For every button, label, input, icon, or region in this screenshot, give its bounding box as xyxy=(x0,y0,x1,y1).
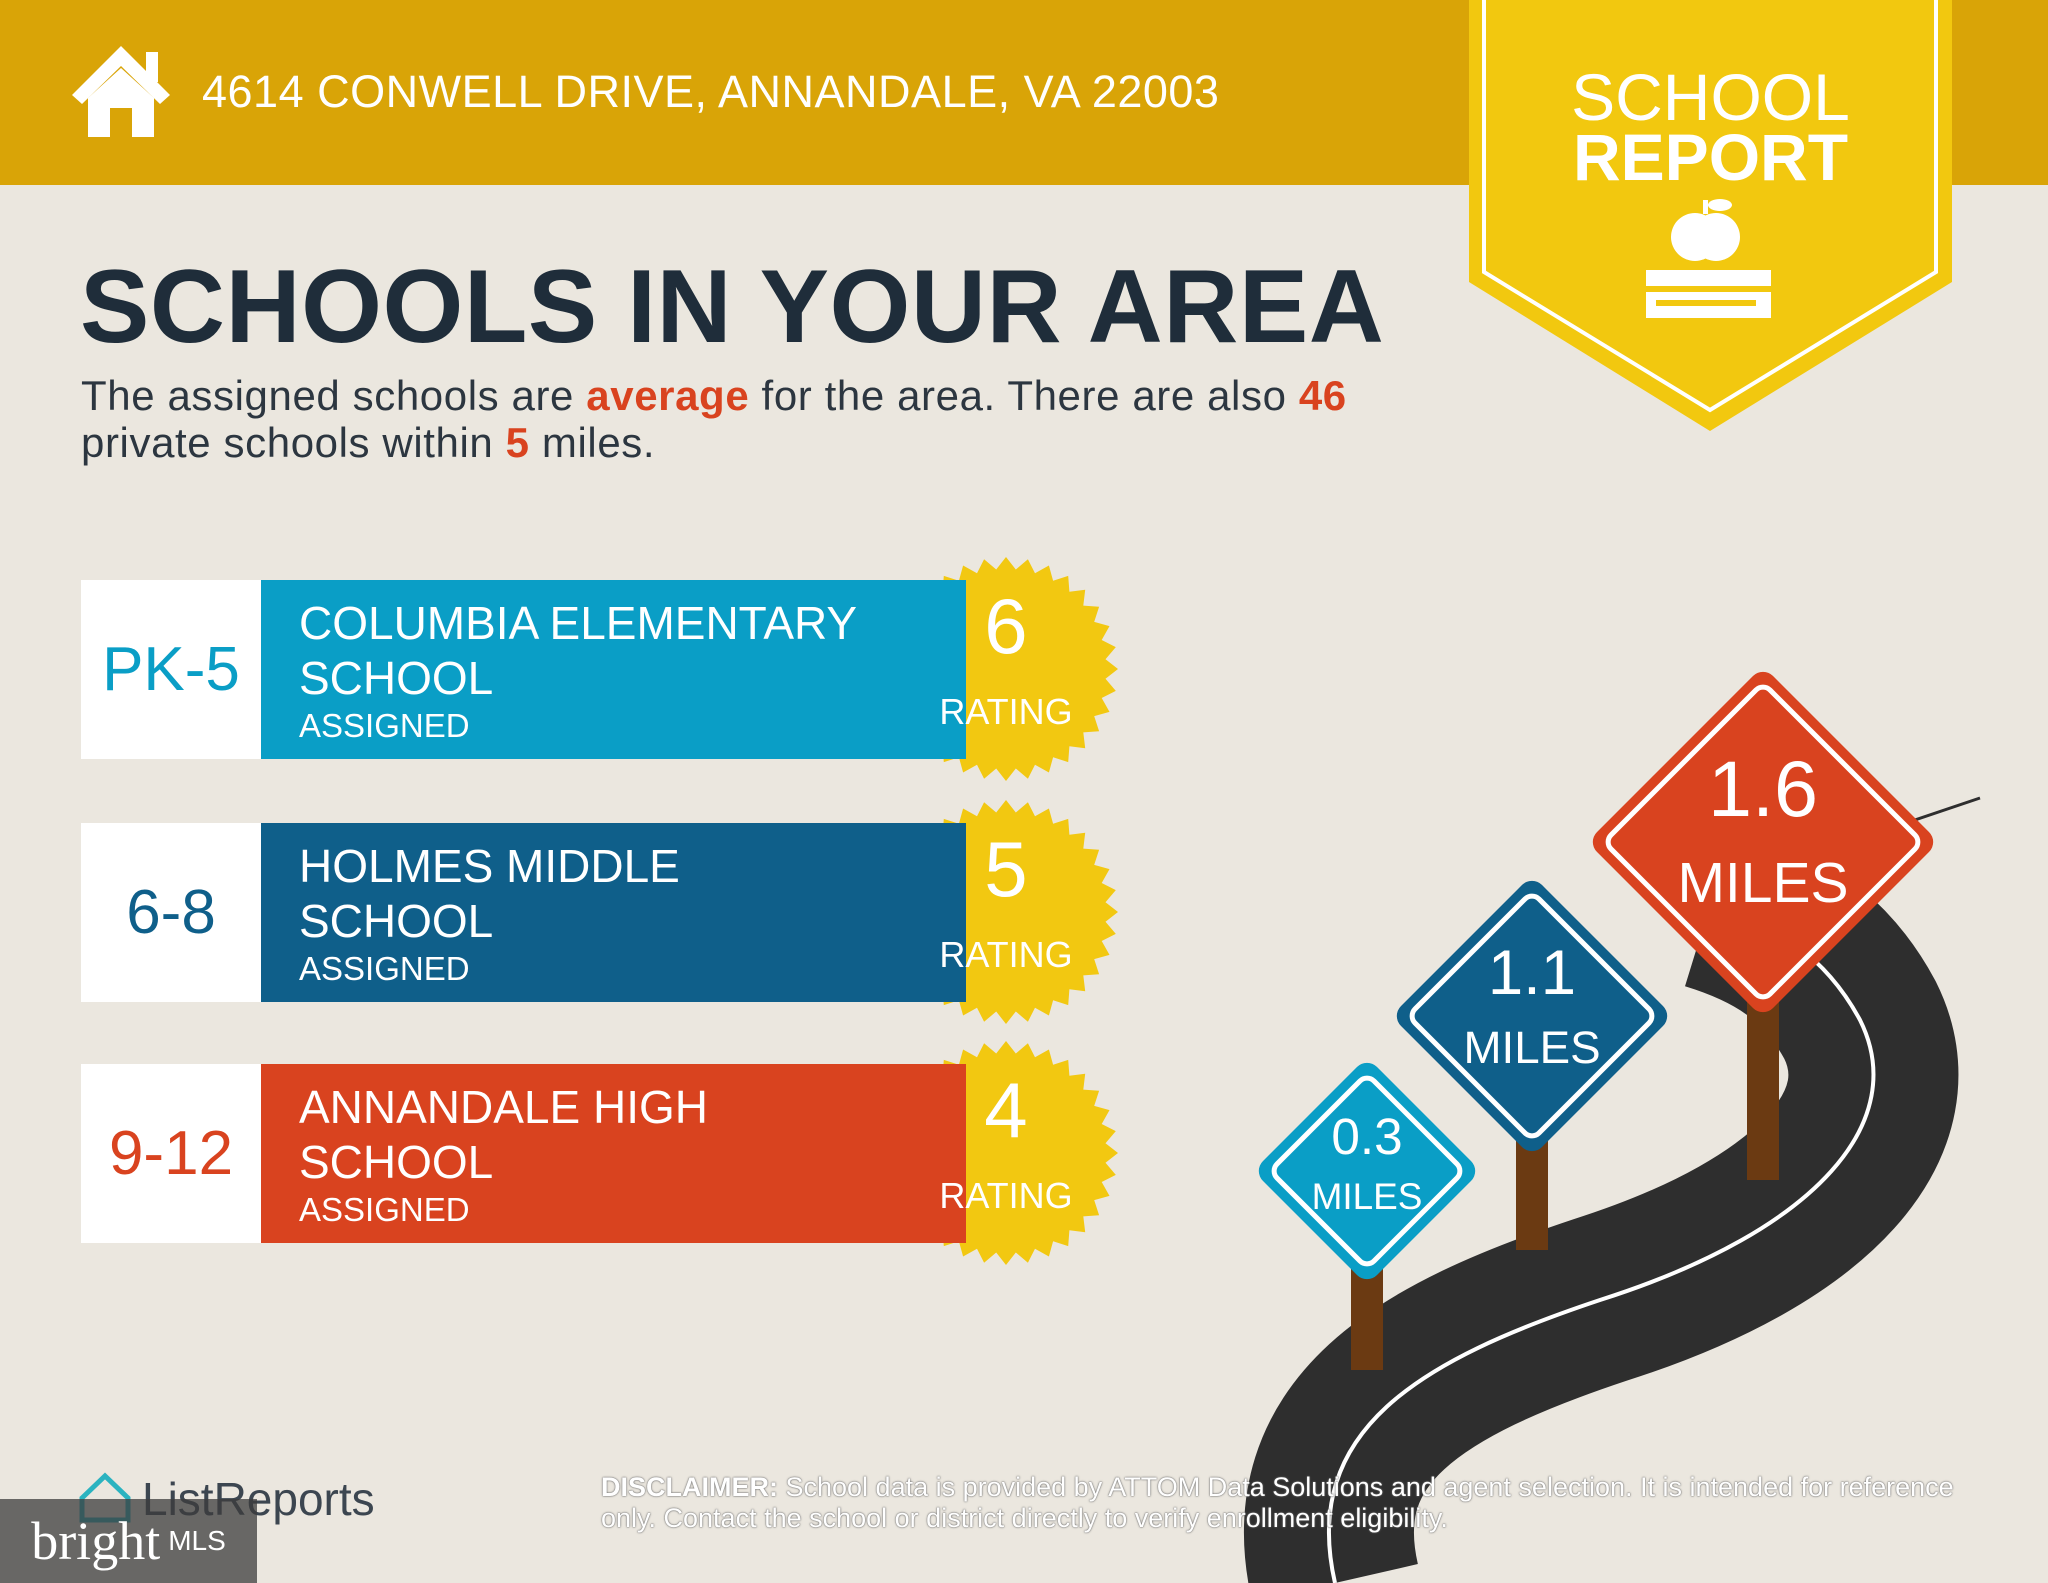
school-row: 6-8 HOLMES MIDDLE SCHOOL ASSIGNED xyxy=(81,823,966,1002)
school-status: ASSIGNED xyxy=(299,707,470,744)
rating-label: RATING xyxy=(939,934,1073,975)
grade-range: 9-12 xyxy=(81,1064,261,1243)
sign-unit: MILES xyxy=(1463,1022,1601,1074)
rating-value: 5 xyxy=(984,825,1028,913)
rating-label: RATING xyxy=(939,1175,1073,1216)
watermark-text: MLS xyxy=(168,1525,226,1556)
sign-distance: 0.3 xyxy=(1331,1107,1403,1165)
school-row: 9-12 ANNANDALE HIGH SCHOOL ASSIGNED xyxy=(81,1064,966,1243)
school-name: HOLMES MIDDLE SCHOOL xyxy=(299,840,680,947)
summary-text: private schools within xyxy=(81,419,506,466)
school-bar: COLUMBIA ELEMENTARY SCHOOL ASSIGNED xyxy=(261,580,966,759)
distance-sign xyxy=(1592,671,1934,1013)
badge-text: REPORT xyxy=(1572,120,1849,194)
disclaimer: DISCLAIMER: School data is provided by A… xyxy=(601,1472,1961,1534)
watermark-text: bright xyxy=(31,1511,161,1571)
rating-value: 4 xyxy=(984,1066,1028,1154)
house-icon xyxy=(72,46,170,137)
address: 4614 CONWELL DRIVE, ANNANDALE, VA 22003 xyxy=(202,66,1220,117)
watermark: bright MLS xyxy=(0,1499,257,1583)
sign-unit: MILES xyxy=(1677,850,1849,915)
summary-highlight: 46 xyxy=(1298,372,1347,419)
school-status: ASSIGNED xyxy=(299,950,470,987)
school-bar: ANNANDALE HIGH SCHOOL ASSIGNED xyxy=(261,1064,966,1243)
sign-distance: 1.1 xyxy=(1487,937,1577,1008)
summary-highlight: average xyxy=(586,372,750,419)
grade-range: PK-5 xyxy=(81,580,261,759)
school-status: ASSIGNED xyxy=(299,1191,470,1228)
grade-range: 6-8 xyxy=(81,823,261,1002)
sign-border xyxy=(1271,1075,1463,1267)
disclaimer-label: DISCLAIMER: xyxy=(601,1472,778,1502)
sign-border xyxy=(1409,893,1655,1139)
rating-label: RATING xyxy=(939,691,1073,732)
title: SCHOOLS IN YOUR AREA xyxy=(80,249,1385,365)
badge-text: SCHOOL xyxy=(1571,60,1850,134)
summary: The assigned schools are average for the… xyxy=(81,372,1461,466)
summary-text: for the area. There are also xyxy=(749,372,1299,419)
summary-highlight: 5 xyxy=(505,419,530,466)
sign-border xyxy=(1605,684,1921,1000)
school-name: ANNANDALE HIGH SCHOOL xyxy=(299,1081,708,1188)
sign-unit: MILES xyxy=(1311,1176,1423,1218)
distance-sign xyxy=(1258,1062,1476,1280)
apple-book-icon xyxy=(1646,199,1771,318)
school-row: PK-5 COLUMBIA ELEMENTARY SCHOOL ASSIGNED xyxy=(81,580,966,759)
rating-value: 6 xyxy=(984,582,1028,670)
school-bar: HOLMES MIDDLE SCHOOL ASSIGNED xyxy=(261,823,966,1002)
disclaimer-text: School data is provided by ATTOM Data So… xyxy=(601,1472,1954,1533)
sign-distance: 1.6 xyxy=(1707,744,1819,833)
distance-sign xyxy=(1396,880,1668,1152)
badge-outline xyxy=(1482,0,1938,413)
school-name: COLUMBIA ELEMENTARY SCHOOL xyxy=(299,597,857,704)
summary-text: miles. xyxy=(529,419,656,466)
summary-text: The assigned schools are xyxy=(81,372,587,419)
